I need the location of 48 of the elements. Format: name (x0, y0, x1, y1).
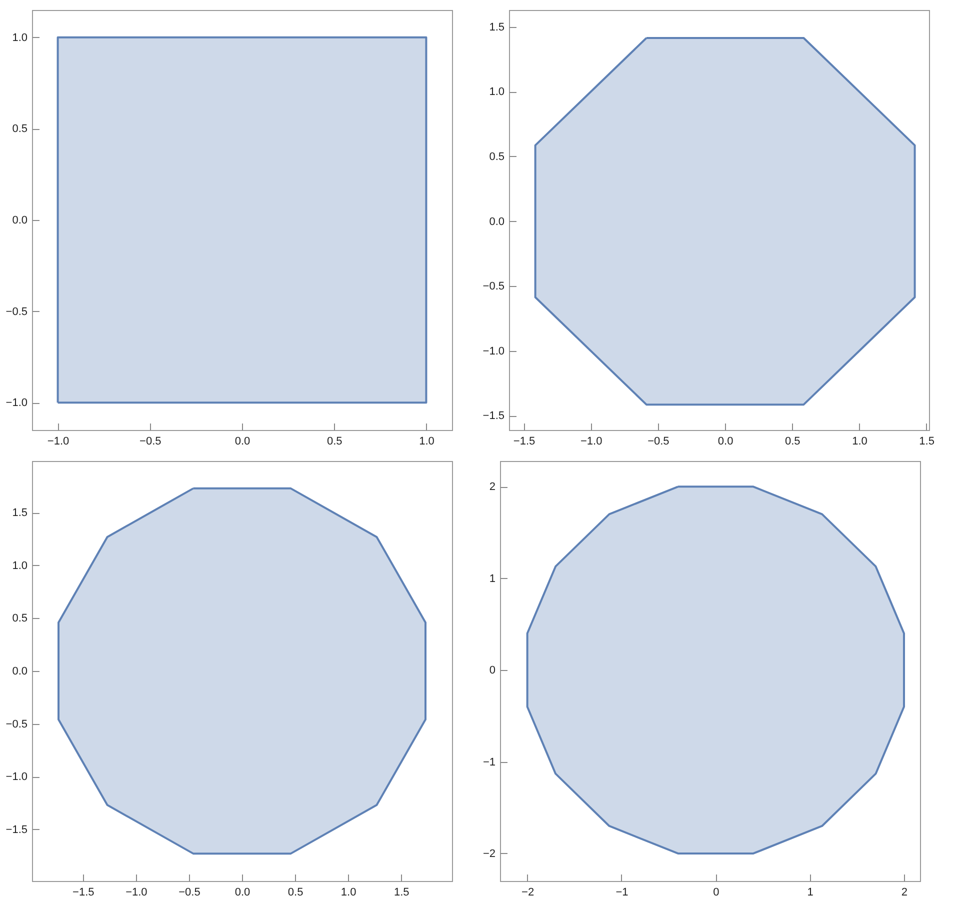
x-tick-label: 1.0 (852, 436, 868, 448)
x-tick-label: 0.5 (326, 436, 342, 448)
y-tick-label: −1.5 (482, 410, 504, 422)
y-tick-label: 1.5 (489, 21, 504, 34)
y-tick-label: −0.5 (6, 306, 28, 318)
x-tick-label: 0.5 (784, 436, 800, 448)
x-tick-label: −1.5 (513, 436, 536, 448)
y-tick-label: −1.0 (482, 345, 504, 358)
x-tick-label: 0 (713, 886, 720, 898)
x-tick-label: 1.5 (919, 436, 934, 448)
x-tick-label: 2 (901, 886, 908, 898)
y-tick-label: 0 (489, 664, 496, 677)
y-tick-label: 1.0 (12, 560, 28, 572)
y-tick-label: −2 (482, 848, 496, 860)
y-tick-label: 0.0 (489, 216, 504, 228)
x-tick-label: 1.0 (419, 436, 434, 448)
y-tick-label: 1.0 (12, 32, 28, 44)
x-tick-label: −1.0 (580, 436, 602, 448)
x-tick-label: −0.5 (648, 436, 670, 448)
y-tick-label: 1.0 (489, 86, 504, 98)
x-tick-label: −2 (522, 886, 534, 898)
x-tick-label: −1.0 (126, 886, 148, 898)
x-tick-label: 1 (807, 886, 814, 898)
x-tick-label: 1.5 (394, 886, 410, 898)
y-tick-label: −0.5 (482, 280, 504, 293)
y-tick-label: −1.5 (6, 824, 28, 836)
x-tick-label: 0.5 (288, 886, 304, 898)
y-tick-label: 0.0 (12, 214, 28, 226)
y-tick-label: 0.5 (489, 150, 504, 163)
x-tick-label: −1.5 (72, 886, 94, 898)
x-tick-label: 0.0 (234, 886, 250, 898)
y-tick-label: −1.0 (6, 397, 28, 410)
y-tick-label: −1.0 (6, 771, 28, 784)
y-tick-label: 1 (489, 572, 496, 585)
x-tick-label: −1.0 (47, 436, 70, 448)
x-tick-label: −1 (616, 886, 628, 898)
x-tick-label: 0.0 (718, 436, 734, 448)
x-tick-label: 0.0 (234, 436, 250, 448)
x-tick-label: −0.5 (140, 436, 162, 448)
x-tick-label: 1.0 (340, 886, 356, 898)
y-tick-label: 2 (489, 481, 496, 494)
y-tick-label: 1.5 (12, 507, 28, 520)
y-tick-label: −1 (482, 756, 496, 768)
y-tick-label: 0.0 (12, 666, 28, 678)
x-tick-label: −0.5 (178, 886, 200, 898)
y-tick-label: 0.5 (12, 123, 28, 136)
y-tick-label: −0.5 (6, 718, 28, 730)
y-tick-label: 0.5 (12, 612, 28, 625)
